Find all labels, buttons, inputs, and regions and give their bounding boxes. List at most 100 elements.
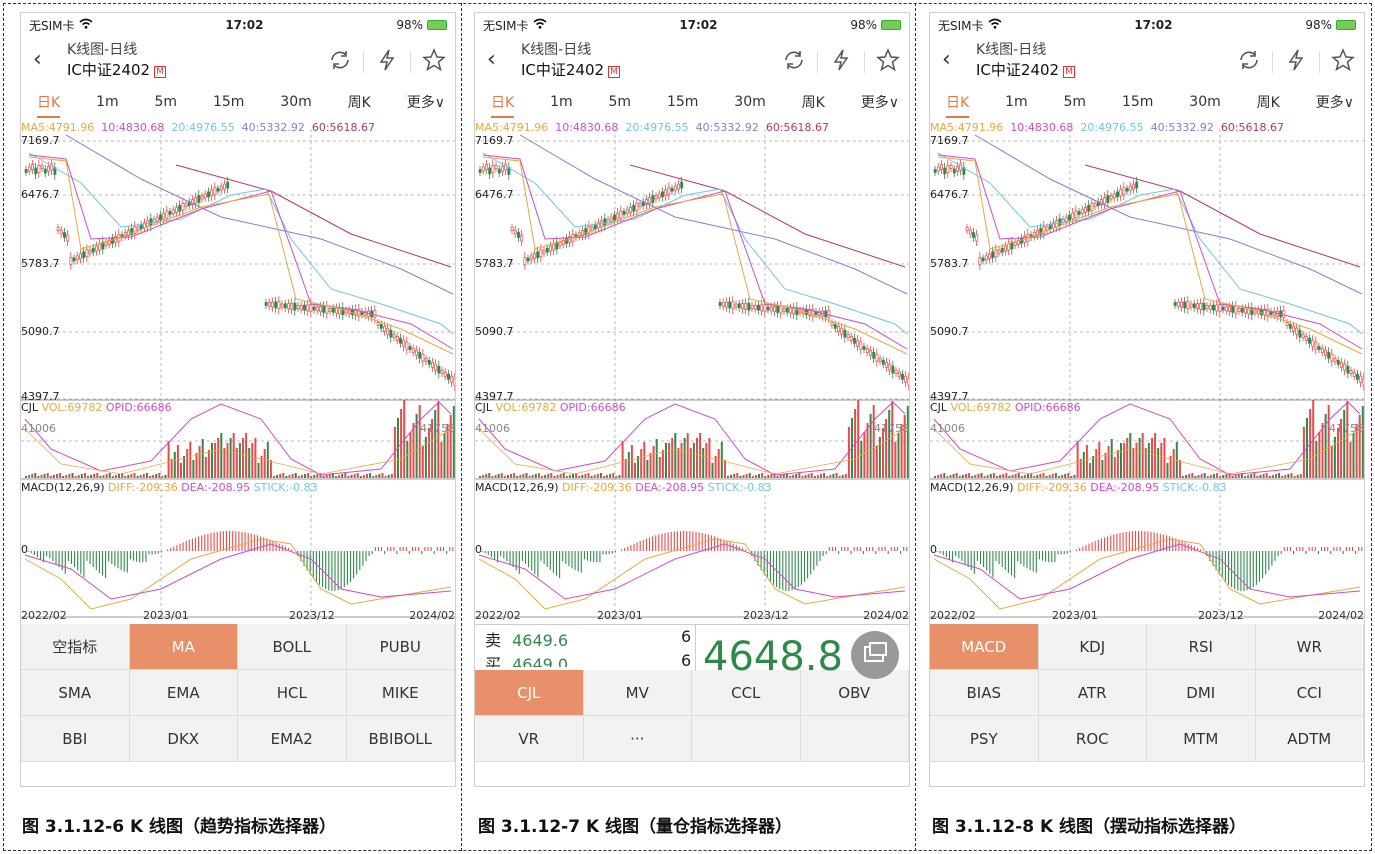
- indicator-button[interactable]: DMI: [1147, 670, 1256, 716]
- tab-period[interactable]: 30m: [734, 94, 766, 110]
- tab-period[interactable]: 周K: [801, 95, 825, 111]
- indicator-button[interactable]: CJL: [475, 670, 584, 716]
- kline-chart-svg[interactable]: [475, 119, 910, 624]
- indicator-button[interactable]: OBV: [800, 670, 909, 716]
- indicator-button[interactable]: CCL: [692, 670, 801, 716]
- lightning-icon[interactable]: [374, 47, 400, 77]
- cjl-legend: CJL VOL:69782 OPID:66686: [21, 401, 172, 414]
- indicator-button[interactable]: KDJ: [1038, 624, 1147, 670]
- ma40-value: 40:5332.92: [695, 121, 759, 134]
- main-contract-badge: M: [608, 66, 621, 78]
- tab-period[interactable]: 5m: [1063, 94, 1087, 110]
- tab-period[interactable]: 更多∨: [1315, 95, 1354, 111]
- empty-cell: [692, 716, 801, 762]
- indicator-button[interactable]: MIKE: [346, 670, 455, 716]
- page-title: K线图-日线: [976, 42, 1047, 58]
- refresh-icon[interactable]: [781, 47, 807, 77]
- ma20-value: 20:4976.55: [625, 121, 689, 134]
- tab-period[interactable]: 1m: [550, 94, 573, 110]
- tab-period[interactable]: 1m: [1005, 94, 1028, 110]
- cjl-level-right: 41758: [1329, 422, 1364, 435]
- indicator-button[interactable]: BIAS: [930, 670, 1039, 716]
- macd-legend: MACD(12,26,9) DIFF:-209.36 DEA:-208.95 S…: [930, 481, 1227, 494]
- star-icon[interactable]: [875, 47, 901, 77]
- tab-period[interactable]: 日K: [491, 92, 515, 118]
- kline-chart[interactable]: MA5:4791.96 10:4830.68 20:4976.55 40:533…: [475, 119, 909, 624]
- tab-period[interactable]: 日K: [37, 92, 61, 118]
- cjl-label: CJL: [930, 401, 948, 414]
- indicator-button[interactable]: BBIBOLL: [346, 716, 455, 762]
- indicator-button[interactable]: PUBU: [346, 624, 455, 670]
- star-icon[interactable]: [421, 47, 447, 77]
- indicator-button[interactable]: EMA2: [238, 716, 347, 762]
- y-axis-tick: 5090.7: [930, 325, 969, 338]
- indicator-button[interactable]: PSY: [930, 716, 1039, 762]
- indicator-button[interactable]: BOLL: [238, 624, 347, 670]
- opid-value: OPID:66686: [1014, 401, 1081, 414]
- indicator-button[interactable]: WR: [1255, 624, 1364, 670]
- period-tabs: 日K 1m 5m 15m 30m 周K 更多∨: [21, 85, 455, 119]
- tab-period[interactable]: 更多∨: [860, 95, 899, 111]
- sell-price: 4649.6: [512, 631, 569, 650]
- kline-chart[interactable]: MA5:4791.96 10:4830.68 20:4976.55 40:533…: [930, 119, 1364, 624]
- vol-value: VOL:69782: [41, 401, 103, 414]
- back-icon[interactable]: ‹: [487, 47, 496, 72]
- kline-chart-svg[interactable]: [930, 119, 1365, 624]
- contract-symbol: IC中证2402: [521, 61, 605, 79]
- tab-period[interactable]: 30m: [1189, 94, 1221, 110]
- indicator-button[interactable]: VR: [475, 716, 584, 762]
- indicator-button[interactable]: MACD: [930, 624, 1039, 670]
- indicator-button[interactable]: MTM: [1147, 716, 1256, 762]
- carrier-label: 无SIM卡: [938, 18, 984, 33]
- kline-chart-svg[interactable]: [21, 119, 456, 624]
- buy-label: 买: [485, 655, 502, 667]
- indicator-button[interactable]: BBI: [21, 716, 130, 762]
- back-icon[interactable]: ‹: [33, 47, 42, 72]
- tab-period[interactable]: 30m: [280, 94, 312, 110]
- last-price: 4648.8: [703, 634, 843, 671]
- battery-percent: 98%: [1305, 18, 1332, 32]
- lightning-icon[interactable]: [1283, 47, 1309, 77]
- tab-period[interactable]: 15m: [1121, 94, 1154, 110]
- switch-icon[interactable]: [851, 631, 899, 679]
- indicator-button[interactable]: EMA: [129, 670, 238, 716]
- phone-screen: 无SIM卡 17:02 98% ‹ K线图-日线 IC中证2402 M 日K 1m 5…: [474, 12, 910, 787]
- y-axis-tick: 7169.7: [475, 134, 514, 147]
- wifi-icon: [533, 18, 547, 32]
- indicator-button[interactable]: RSI: [1147, 624, 1256, 670]
- tab-period[interactable]: 更多∨: [406, 95, 445, 111]
- indicator-selector: 空指标 MA BOLL PUBU SMA EMA HCL MIKE BBI DKX EMA2 BBIB…: [21, 624, 455, 762]
- ma5-value: MA5:4791.96: [21, 121, 95, 134]
- tab-period[interactable]: 周K: [347, 95, 371, 111]
- star-icon[interactable]: [1330, 47, 1356, 77]
- tab-period[interactable]: 日K: [946, 92, 970, 118]
- indicator-button[interactable]: ···: [583, 716, 692, 762]
- tab-period[interactable]: 周K: [1256, 95, 1280, 111]
- tab-period[interactable]: 15m: [666, 94, 699, 110]
- indicator-button[interactable]: HCL: [238, 670, 347, 716]
- lightning-icon[interactable]: [828, 47, 854, 77]
- indicator-button[interactable]: 空指标: [21, 624, 130, 670]
- indicator-button[interactable]: MV: [583, 670, 692, 716]
- indicator-button[interactable]: DKX: [129, 716, 238, 762]
- tab-period[interactable]: 1m: [96, 94, 119, 110]
- indicator-button[interactable]: SMA: [21, 670, 130, 716]
- phone-screen: 无SIM卡 17:02 98% ‹ K线图-日线 IC中证2402 M 日K 1m 5…: [20, 12, 456, 787]
- refresh-icon[interactable]: [327, 47, 353, 77]
- page-title: K线图-日线: [521, 42, 592, 58]
- battery-icon: [426, 20, 447, 30]
- indicator-button[interactable]: ADTM: [1255, 716, 1364, 762]
- y-axis-tick: 4397.7: [475, 390, 514, 403]
- indicator-button[interactable]: MA: [129, 624, 238, 670]
- indicator-button[interactable]: CCI: [1255, 670, 1364, 716]
- indicator-button[interactable]: ATR: [1038, 670, 1147, 716]
- refresh-icon[interactable]: [1236, 47, 1262, 77]
- back-icon[interactable]: ‹: [942, 47, 951, 72]
- battery-icon: [1335, 20, 1356, 30]
- tab-period[interactable]: 5m: [608, 94, 632, 110]
- tab-period[interactable]: 15m: [212, 94, 245, 110]
- kline-chart[interactable]: MA5:4791.96 10:4830.68 20:4976.55 40:533…: [21, 119, 455, 624]
- indicator-button[interactable]: ROC: [1038, 716, 1147, 762]
- tab-period[interactable]: 5m: [154, 94, 178, 110]
- main-contract-badge: M: [154, 66, 167, 78]
